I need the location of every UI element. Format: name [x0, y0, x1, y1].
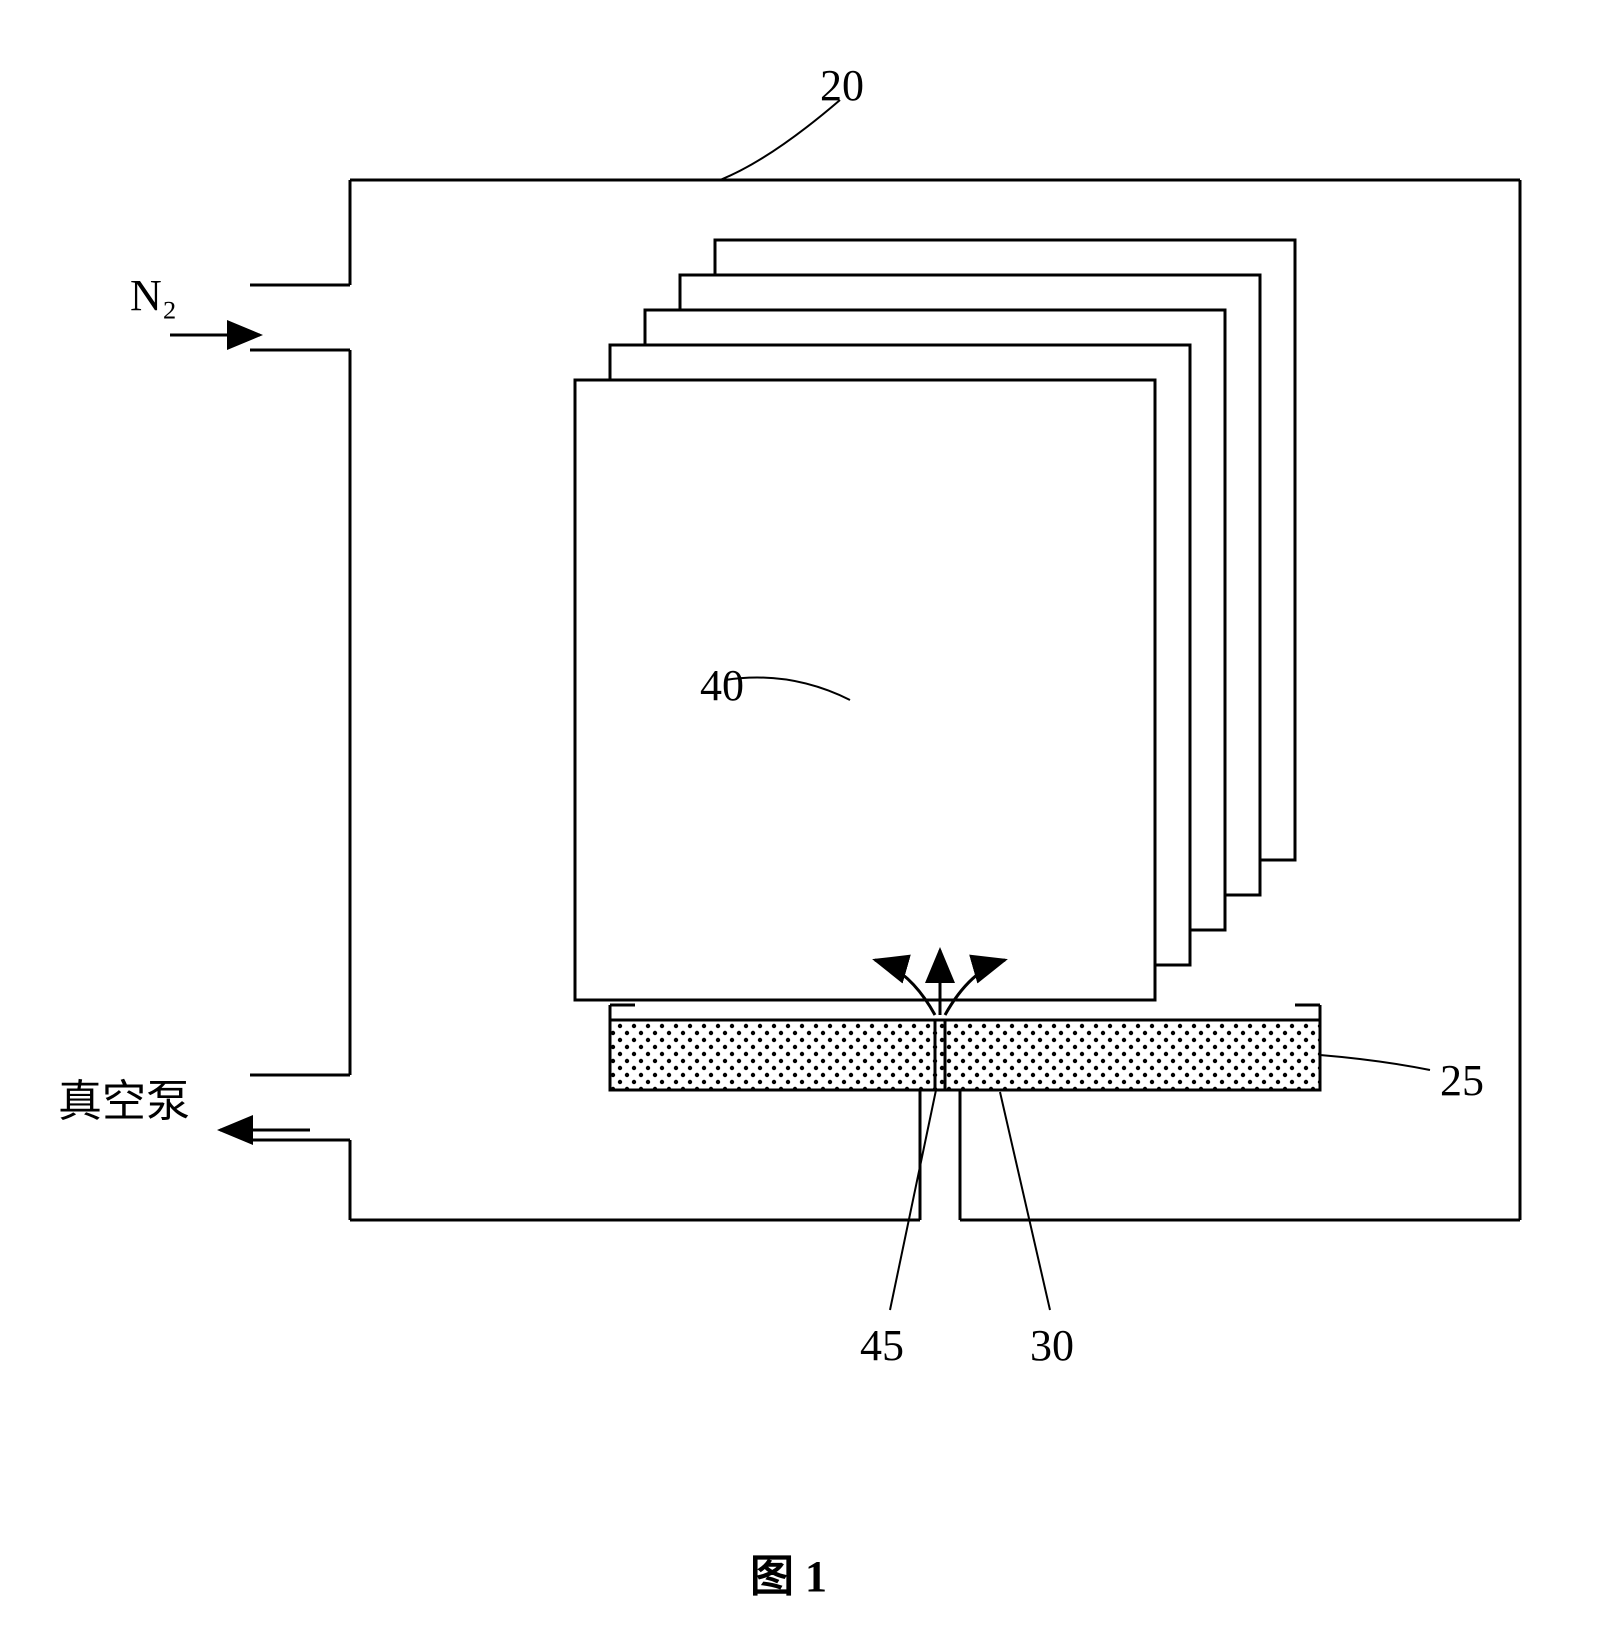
label-ref-30: 30	[1030, 1320, 1074, 1371]
figure-caption: 图 1	[750, 1540, 827, 1604]
label-ref-45: 45	[860, 1320, 904, 1371]
label-n2: N₂	[130, 270, 177, 321]
label-ref-20: 20	[820, 60, 864, 111]
diagram-canvas: 20 40 25 30 45 N₂ 真空泵 图 1	[0, 0, 1611, 1627]
label-ref-25: 25	[1440, 1055, 1484, 1106]
label-vacuum-pump: 真空泵	[58, 1065, 190, 1129]
diagram-svg	[0, 0, 1611, 1627]
label-ref-40: 40	[700, 660, 744, 711]
